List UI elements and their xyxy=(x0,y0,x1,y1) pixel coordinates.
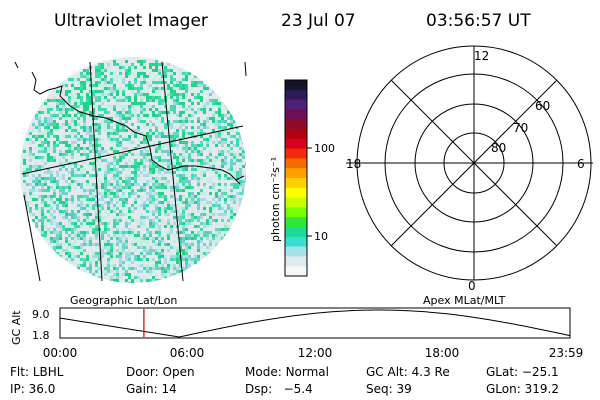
altitude-ytick-bottom: 1.8 xyxy=(32,329,50,342)
apex-panel-label: Apex MLat/MLT xyxy=(423,294,506,307)
altitude-curve xyxy=(59,309,571,338)
colorbar-tick-10: 10 xyxy=(314,230,328,243)
colorbar: 100 10 photon cm⁻²s⁻¹ xyxy=(269,79,335,277)
coastline-outline xyxy=(14,61,247,185)
mlt-label-18: 18 xyxy=(346,157,361,171)
observation-date: 23 Jul 07 xyxy=(281,11,356,31)
mlt-label-6: 6 xyxy=(577,157,585,171)
mlat-label-80: 80 xyxy=(491,141,506,155)
time-tick-1200: 12:00 xyxy=(298,346,333,360)
info-door: Door: Open xyxy=(126,365,195,379)
polar-mlat-mlt-plot xyxy=(346,45,593,281)
info-gc-alt: GC Alt: 4.3 Re xyxy=(366,365,450,379)
mlt-label-12: 12 xyxy=(474,49,489,63)
altitude-ylabel: GC Alt xyxy=(10,310,23,345)
info-gain: Gain: 14 xyxy=(126,382,177,396)
altitude-plot: GC Alt 9.0 1.8 00:00 06:00 12:00 18:00 2… xyxy=(10,307,584,360)
image-pixels xyxy=(23,60,246,283)
time-tick-2359: 23:59 xyxy=(549,346,584,360)
mlat-label-60: 60 xyxy=(535,99,550,113)
time-tick-0000: 00:00 xyxy=(43,346,78,360)
altitude-ytick-top: 9.0 xyxy=(32,308,50,321)
info-mode: Mode: Normal xyxy=(245,365,329,379)
info-seq: Seq: 39 xyxy=(366,382,412,396)
info-flt: Flt: LBHL xyxy=(10,365,64,379)
lat-lon-grid xyxy=(21,61,244,282)
info-ip: IP: 36.0 xyxy=(10,382,56,396)
mlt-label-0: 0 xyxy=(468,279,476,293)
geographic-image-panel xyxy=(14,57,247,283)
info-glat: GLat: −25.1 xyxy=(486,365,559,379)
mlat-label-70: 70 xyxy=(513,121,528,135)
geographic-panel-label: Geographic Lat/Lon xyxy=(70,294,177,307)
colorbar-unit-label: photon cm⁻²s⁻¹ xyxy=(269,157,282,242)
polar-labels: 12 18 6 0 60 70 80 xyxy=(346,49,585,293)
instrument-title: Ultraviolet Imager xyxy=(54,11,208,31)
time-tick-1800: 18:00 xyxy=(425,346,460,360)
info-dsp: Dsp: −5.4 xyxy=(245,382,313,396)
time-tick-0600: 06:00 xyxy=(170,346,205,360)
observation-time: 03:56:57 UT xyxy=(426,11,531,31)
colorbar-tick-100: 100 xyxy=(314,142,335,155)
info-glon: GLon: 319.2 xyxy=(486,382,559,396)
